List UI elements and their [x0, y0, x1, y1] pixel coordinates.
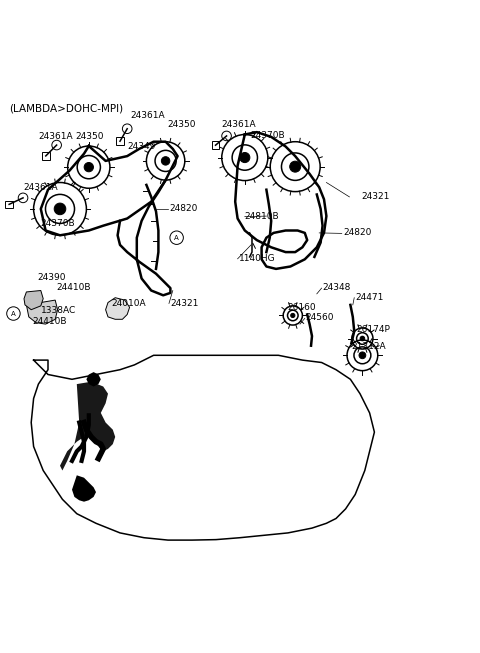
Text: 24010A: 24010A: [111, 299, 146, 308]
Circle shape: [122, 124, 132, 134]
Text: 24370B: 24370B: [41, 219, 75, 228]
Text: 24471: 24471: [355, 293, 384, 302]
Circle shape: [240, 152, 250, 163]
Text: 24410B: 24410B: [57, 283, 91, 292]
Text: 24410B: 24410B: [33, 317, 67, 326]
Circle shape: [290, 161, 300, 172]
FancyBboxPatch shape: [5, 200, 13, 208]
Polygon shape: [24, 291, 43, 310]
FancyBboxPatch shape: [116, 137, 124, 145]
Polygon shape: [26, 300, 58, 324]
Text: A: A: [11, 311, 16, 317]
Text: 26174P: 26174P: [356, 325, 390, 334]
Text: 1140HG: 1140HG: [239, 254, 275, 263]
Circle shape: [360, 336, 365, 341]
Text: 24361A: 24361A: [131, 111, 165, 119]
Circle shape: [291, 313, 295, 317]
Text: 24361A: 24361A: [23, 183, 58, 192]
Text: 24560: 24560: [305, 313, 334, 323]
Text: 24350: 24350: [167, 120, 195, 129]
Text: 21312A: 21312A: [352, 342, 386, 351]
Text: 24370B: 24370B: [251, 131, 285, 140]
Circle shape: [222, 131, 231, 141]
Text: 24349: 24349: [127, 142, 156, 151]
Text: 24810B: 24810B: [245, 212, 279, 221]
Text: 24348: 24348: [323, 283, 351, 292]
Text: 24361A: 24361A: [222, 120, 256, 129]
Circle shape: [359, 352, 366, 358]
Text: (LAMBDA>DOHC-MPI): (LAMBDA>DOHC-MPI): [10, 103, 124, 114]
Text: 24820: 24820: [343, 229, 372, 238]
Text: 24361A: 24361A: [38, 133, 73, 142]
Text: 24321: 24321: [361, 193, 389, 201]
Text: 24390: 24390: [37, 273, 66, 282]
Polygon shape: [72, 475, 96, 502]
Circle shape: [54, 203, 66, 215]
Text: 24820: 24820: [169, 204, 197, 214]
Circle shape: [84, 163, 94, 172]
Circle shape: [52, 140, 61, 150]
FancyBboxPatch shape: [212, 141, 219, 149]
Polygon shape: [60, 382, 115, 471]
Text: 24321: 24321: [170, 299, 199, 308]
Text: 26160: 26160: [287, 303, 316, 311]
Polygon shape: [106, 298, 130, 319]
Text: A: A: [174, 234, 179, 241]
Text: 24350: 24350: [76, 133, 104, 142]
Polygon shape: [86, 372, 101, 387]
FancyBboxPatch shape: [42, 152, 49, 160]
Circle shape: [18, 193, 28, 202]
Circle shape: [161, 157, 170, 165]
Text: 1338AC: 1338AC: [41, 306, 76, 315]
